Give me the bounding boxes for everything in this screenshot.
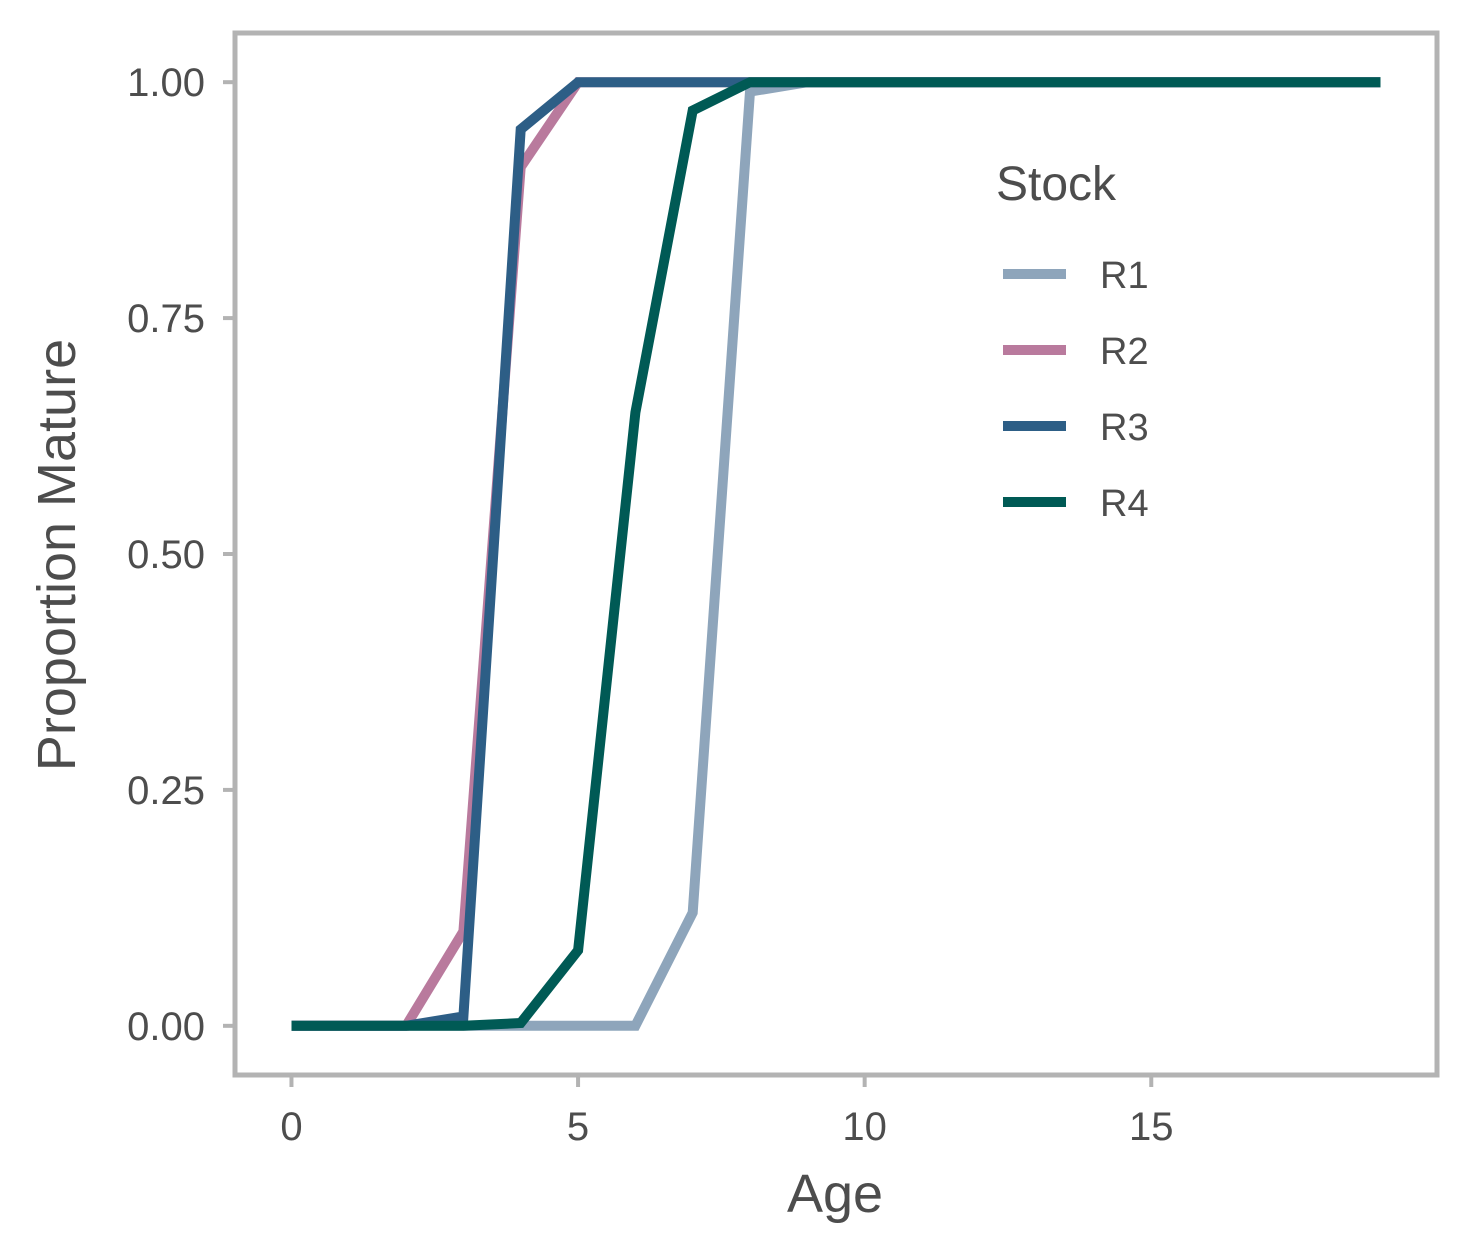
x-tick-label: 0: [280, 1105, 302, 1149]
legend-label-r2: R2: [1100, 331, 1149, 373]
series-lines: [291, 77, 1381, 1031]
x-axis-title: Age: [787, 1164, 883, 1224]
plot-panel-border: [232, 30, 1440, 1078]
y-tick-label: 0.00: [127, 1005, 205, 1049]
x-axis: 0 5 10 15: [280, 1075, 1174, 1149]
series-line-r3: [291, 77, 1381, 1031]
legend-label-r4: R4: [1100, 483, 1149, 525]
y-axis-title: Proportion Mature: [27, 339, 87, 771]
y-tick-label: 0.25: [127, 769, 205, 813]
legend: Stock R1 R2 R3 R4: [996, 158, 1149, 525]
series-line-r2: [291, 77, 1381, 1031]
y-axis: 0.00 0.25 0.50 0.75 1.00: [127, 61, 235, 1049]
legend-label-r1: R1: [1100, 255, 1149, 297]
legend-title: Stock: [996, 158, 1117, 211]
y-tick-label: 1.00: [127, 61, 205, 105]
y-tick-label: 0.50: [127, 533, 205, 577]
y-tick-label: 0.75: [127, 297, 205, 341]
series-line-r1: [291, 77, 1381, 1031]
series-line-r4: [291, 77, 1381, 1031]
legend-label-r3: R3: [1100, 407, 1149, 449]
x-tick-label: 15: [1129, 1105, 1174, 1149]
x-tick-label: 10: [842, 1105, 887, 1149]
x-tick-label: 5: [567, 1105, 589, 1149]
